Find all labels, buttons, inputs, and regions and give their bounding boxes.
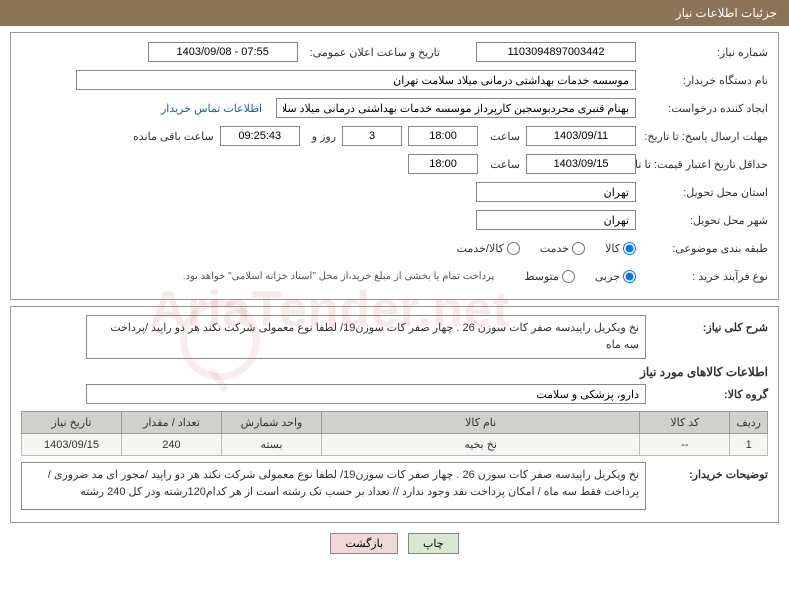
- buy-proc-label: نوع فرآیند خرید :: [648, 270, 768, 283]
- th-rownum: ردیف: [730, 412, 768, 434]
- province-field[interactable]: [476, 182, 636, 202]
- th-code: کد کالا: [640, 412, 730, 434]
- radio-both[interactable]: کالا/خدمت: [457, 242, 520, 255]
- buyer-org-field[interactable]: [76, 70, 636, 90]
- hour-label-2: ساعت: [490, 158, 520, 171]
- pay-note: پرداخت تمام یا بخشی از مبلغ خرید،از محل …: [183, 271, 495, 282]
- city-label: شهر محل تحویل:: [648, 214, 768, 227]
- details-section: شماره نیاز: تاریخ و ساعت اعلان عمومی: نا…: [10, 32, 779, 300]
- td-date: 1403/09/15: [22, 434, 122, 456]
- days-label: روز و: [312, 130, 336, 143]
- radio-kala[interactable]: کالا: [605, 242, 636, 255]
- table-row: 1 -- نخ بخیه بسته 240 1403/09/15: [22, 434, 768, 456]
- remain-label: ساعت باقی مانده: [133, 130, 214, 143]
- hour-label-1: ساعت: [490, 130, 520, 143]
- td-qty: 240: [122, 434, 222, 456]
- buyer-note-box: نخ ویکریل راپیدسه صفر کات سوزن 26 . چهار…: [21, 462, 646, 510]
- announce-field[interactable]: [148, 42, 298, 62]
- valid-date-field[interactable]: [526, 154, 636, 174]
- valid-time-field[interactable]: [408, 154, 478, 174]
- goods-header: اطلاعات کالاهای مورد نیاز: [21, 365, 768, 379]
- td-unit: بسته: [222, 434, 322, 456]
- radio-partial[interactable]: جزیی: [595, 270, 636, 283]
- table-header-row: ردیف کد کالا نام کالا واحد شمارش تعداد /…: [22, 412, 768, 434]
- announce-label: تاریخ و ساعت اعلان عمومی:: [310, 46, 440, 59]
- radio-medium[interactable]: متوسط: [524, 270, 575, 283]
- province-label: استان محل تحویل:: [648, 186, 768, 199]
- th-date: تاریخ نیاز: [22, 412, 122, 434]
- td-name: نخ بخیه: [322, 434, 640, 456]
- group-field[interactable]: [86, 384, 646, 404]
- goods-table: ردیف کد کالا نام کالا واحد شمارش تعداد /…: [21, 411, 768, 456]
- days-field[interactable]: [342, 126, 402, 146]
- buyer-note-label: توضیحات خریدار:: [658, 462, 768, 481]
- valid-label: حداقل تاریخ اعتبار قیمت: تا تاریخ:: [648, 158, 768, 171]
- requester-label: ایجاد کننده درخواست:: [648, 102, 768, 115]
- countdown-field[interactable]: [220, 126, 300, 146]
- radio-service[interactable]: خدمت: [540, 242, 585, 255]
- deadline-time-field[interactable]: [408, 126, 478, 146]
- general-desc-label: شرح کلی نیاز:: [658, 315, 768, 334]
- general-desc-box: نخ ویکریل راپیدسه صفر کات سوزن 26 . چهار…: [86, 315, 646, 359]
- th-qty: تعداد / مقدار: [122, 412, 222, 434]
- goods-section: شرح کلی نیاز: نخ ویکریل راپیدسه صفر کات …: [10, 306, 779, 523]
- td-code: --: [640, 434, 730, 456]
- city-field[interactable]: [476, 210, 636, 230]
- need-no-label: شماره نیاز:: [648, 46, 768, 59]
- requester-field[interactable]: [276, 98, 636, 118]
- page-header: جزئیات اطلاعات نیاز: [0, 0, 789, 26]
- button-row: چاپ بازگشت: [0, 525, 789, 562]
- page-title: جزئیات اطلاعات نیاز: [676, 6, 777, 20]
- th-name: نام کالا: [322, 412, 640, 434]
- td-rownum: 1: [730, 434, 768, 456]
- need-no-field[interactable]: [476, 42, 636, 62]
- buyer-org-label: نام دستگاه خریدار:: [648, 74, 768, 87]
- deadline-date-field[interactable]: [526, 126, 636, 146]
- buyer-contact-link[interactable]: اطلاعات تماس خریدار: [161, 102, 262, 115]
- print-button[interactable]: چاپ: [408, 533, 459, 554]
- deadline-label: مهلت ارسال پاسخ: تا تاریخ:: [648, 130, 768, 143]
- group-label: گروه کالا:: [658, 388, 768, 401]
- back-button[interactable]: بازگشت: [330, 533, 398, 554]
- th-unit: واحد شمارش: [222, 412, 322, 434]
- class-label: طبقه بندی موضوعی:: [648, 242, 768, 255]
